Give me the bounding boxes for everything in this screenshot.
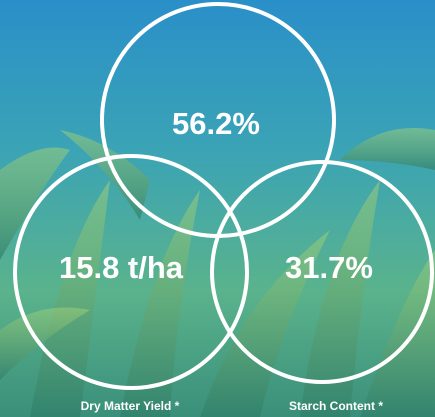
value-text: 31.7% [285, 250, 373, 285]
page: 56.2% 15.8 t/ha 31.7% Dry Matter Yield *… [0, 0, 435, 417]
circle-label: Dry Matter Yield * [81, 399, 180, 413]
circle-label: Starch Content * [289, 399, 383, 413]
value-text: 56.2% [172, 106, 260, 141]
infographic: 56.2% 15.8 t/ha 31.7% Dry Matter Yield *… [0, 0, 435, 417]
value-text: 15.8 t/ha [59, 250, 184, 285]
